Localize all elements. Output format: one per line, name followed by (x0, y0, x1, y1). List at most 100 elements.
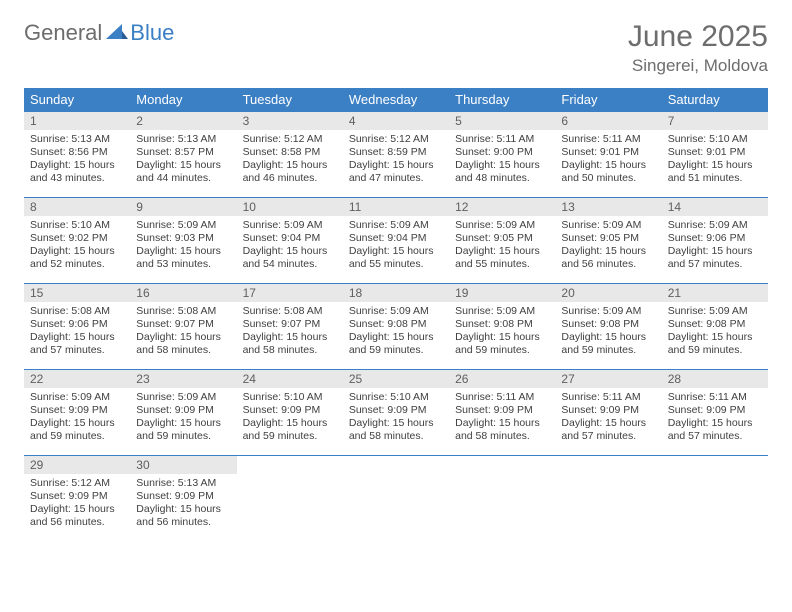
calendar-cell: 5Sunrise: 5:11 AMSunset: 9:00 PMDaylight… (449, 112, 555, 198)
calendar-cell: 23Sunrise: 5:09 AMSunset: 9:09 PMDayligh… (130, 370, 236, 456)
day-details: Sunrise: 5:09 AMSunset: 9:08 PMDaylight:… (555, 302, 661, 362)
day-number: 19 (449, 284, 555, 302)
day-details: Sunrise: 5:13 AMSunset: 8:56 PMDaylight:… (24, 130, 130, 190)
logo: General Blue (24, 20, 174, 46)
day-details: Sunrise: 5:08 AMSunset: 9:06 PMDaylight:… (24, 302, 130, 362)
day-details: Sunrise: 5:09 AMSunset: 9:04 PMDaylight:… (237, 216, 343, 276)
logo-text-blue: Blue (130, 20, 174, 46)
calendar-cell: 21Sunrise: 5:09 AMSunset: 9:08 PMDayligh… (662, 284, 768, 370)
day-number: 7 (662, 112, 768, 130)
calendar-cell: 25Sunrise: 5:10 AMSunset: 9:09 PMDayligh… (343, 370, 449, 456)
weekday-header: Saturday (662, 88, 768, 112)
day-details: Sunrise: 5:10 AMSunset: 9:02 PMDaylight:… (24, 216, 130, 276)
day-details: Sunrise: 5:09 AMSunset: 9:09 PMDaylight:… (130, 388, 236, 448)
calendar-cell: 13Sunrise: 5:09 AMSunset: 9:05 PMDayligh… (555, 198, 661, 284)
calendar-row: 8Sunrise: 5:10 AMSunset: 9:02 PMDaylight… (24, 198, 768, 284)
title-block: June 2025 Singerei, Moldova (628, 20, 768, 76)
calendar-cell: 22Sunrise: 5:09 AMSunset: 9:09 PMDayligh… (24, 370, 130, 456)
day-details: Sunrise: 5:12 AMSunset: 8:59 PMDaylight:… (343, 130, 449, 190)
day-number: 17 (237, 284, 343, 302)
calendar-cell: 12Sunrise: 5:09 AMSunset: 9:05 PMDayligh… (449, 198, 555, 284)
day-number: 15 (24, 284, 130, 302)
calendar-cell: 8Sunrise: 5:10 AMSunset: 9:02 PMDaylight… (24, 198, 130, 284)
calendar-cell: 18Sunrise: 5:09 AMSunset: 9:08 PMDayligh… (343, 284, 449, 370)
day-number: 25 (343, 370, 449, 388)
calendar-cell: 26Sunrise: 5:11 AMSunset: 9:09 PMDayligh… (449, 370, 555, 456)
day-details: Sunrise: 5:13 AMSunset: 9:09 PMDaylight:… (130, 474, 236, 534)
day-number: 14 (662, 198, 768, 216)
logo-text-general: General (24, 20, 102, 46)
day-details: Sunrise: 5:09 AMSunset: 9:08 PMDaylight:… (449, 302, 555, 362)
calendar-cell: 20Sunrise: 5:09 AMSunset: 9:08 PMDayligh… (555, 284, 661, 370)
day-number: 22 (24, 370, 130, 388)
day-number: 28 (662, 370, 768, 388)
day-number: 30 (130, 456, 236, 474)
logo-triangle-icon (106, 24, 128, 42)
day-details: Sunrise: 5:09 AMSunset: 9:09 PMDaylight:… (24, 388, 130, 448)
day-details: Sunrise: 5:11 AMSunset: 9:09 PMDaylight:… (662, 388, 768, 448)
day-number: 24 (237, 370, 343, 388)
weekday-header: Sunday (24, 88, 130, 112)
day-details: Sunrise: 5:12 AMSunset: 9:09 PMDaylight:… (24, 474, 130, 534)
day-details: Sunrise: 5:11 AMSunset: 9:00 PMDaylight:… (449, 130, 555, 190)
day-number: 11 (343, 198, 449, 216)
weekday-header: Monday (130, 88, 236, 112)
calendar-cell: 6Sunrise: 5:11 AMSunset: 9:01 PMDaylight… (555, 112, 661, 198)
calendar-cell: 19Sunrise: 5:09 AMSunset: 9:08 PMDayligh… (449, 284, 555, 370)
day-details: Sunrise: 5:09 AMSunset: 9:06 PMDaylight:… (662, 216, 768, 276)
calendar-table: SundayMondayTuesdayWednesdayThursdayFrid… (24, 88, 768, 542)
day-number: 18 (343, 284, 449, 302)
calendar-cell: 4Sunrise: 5:12 AMSunset: 8:59 PMDaylight… (343, 112, 449, 198)
calendar-cell: 27Sunrise: 5:11 AMSunset: 9:09 PMDayligh… (555, 370, 661, 456)
day-details: Sunrise: 5:11 AMSunset: 9:09 PMDaylight:… (449, 388, 555, 448)
calendar-cell: 28Sunrise: 5:11 AMSunset: 9:09 PMDayligh… (662, 370, 768, 456)
day-number: 26 (449, 370, 555, 388)
calendar-row: 22Sunrise: 5:09 AMSunset: 9:09 PMDayligh… (24, 370, 768, 456)
day-number: 6 (555, 112, 661, 130)
day-details: Sunrise: 5:09 AMSunset: 9:05 PMDaylight:… (555, 216, 661, 276)
day-details: Sunrise: 5:09 AMSunset: 9:08 PMDaylight:… (662, 302, 768, 362)
calendar-cell: 14Sunrise: 5:09 AMSunset: 9:06 PMDayligh… (662, 198, 768, 284)
weekday-header: Tuesday (237, 88, 343, 112)
weekday-header: Friday (555, 88, 661, 112)
weekday-header: Wednesday (343, 88, 449, 112)
calendar-body: 1Sunrise: 5:13 AMSunset: 8:56 PMDaylight… (24, 112, 768, 542)
calendar-row: 29Sunrise: 5:12 AMSunset: 9:09 PMDayligh… (24, 456, 768, 542)
page-header: General Blue June 2025 Singerei, Moldova (24, 20, 768, 76)
calendar-cell: .. (555, 456, 661, 542)
day-number: 8 (24, 198, 130, 216)
day-number: 2 (130, 112, 236, 130)
calendar-cell: .. (662, 456, 768, 542)
day-details: Sunrise: 5:13 AMSunset: 8:57 PMDaylight:… (130, 130, 236, 190)
day-details: Sunrise: 5:10 AMSunset: 9:01 PMDaylight:… (662, 130, 768, 190)
day-number: 4 (343, 112, 449, 130)
weekday-header-row: SundayMondayTuesdayWednesdayThursdayFrid… (24, 88, 768, 112)
calendar-cell: 7Sunrise: 5:10 AMSunset: 9:01 PMDaylight… (662, 112, 768, 198)
day-details: Sunrise: 5:09 AMSunset: 9:04 PMDaylight:… (343, 216, 449, 276)
calendar-cell: 10Sunrise: 5:09 AMSunset: 9:04 PMDayligh… (237, 198, 343, 284)
day-details: Sunrise: 5:12 AMSunset: 8:58 PMDaylight:… (237, 130, 343, 190)
calendar-cell: 2Sunrise: 5:13 AMSunset: 8:57 PMDaylight… (130, 112, 236, 198)
calendar-cell: 11Sunrise: 5:09 AMSunset: 9:04 PMDayligh… (343, 198, 449, 284)
day-details: Sunrise: 5:08 AMSunset: 9:07 PMDaylight:… (130, 302, 236, 362)
calendar-row: 15Sunrise: 5:08 AMSunset: 9:06 PMDayligh… (24, 284, 768, 370)
month-title: June 2025 (628, 20, 768, 54)
calendar-cell: .. (237, 456, 343, 542)
calendar-cell: 1Sunrise: 5:13 AMSunset: 8:56 PMDaylight… (24, 112, 130, 198)
calendar-cell: 29Sunrise: 5:12 AMSunset: 9:09 PMDayligh… (24, 456, 130, 542)
day-number: 3 (237, 112, 343, 130)
day-number: 9 (130, 198, 236, 216)
calendar-cell: 16Sunrise: 5:08 AMSunset: 9:07 PMDayligh… (130, 284, 236, 370)
calendar-cell: 9Sunrise: 5:09 AMSunset: 9:03 PMDaylight… (130, 198, 236, 284)
day-number: 13 (555, 198, 661, 216)
day-number: 27 (555, 370, 661, 388)
day-details: Sunrise: 5:08 AMSunset: 9:07 PMDaylight:… (237, 302, 343, 362)
weekday-header: Thursday (449, 88, 555, 112)
day-details: Sunrise: 5:10 AMSunset: 9:09 PMDaylight:… (343, 388, 449, 448)
day-details: Sunrise: 5:09 AMSunset: 9:03 PMDaylight:… (130, 216, 236, 276)
calendar-row: 1Sunrise: 5:13 AMSunset: 8:56 PMDaylight… (24, 112, 768, 198)
day-number: 12 (449, 198, 555, 216)
day-number: 16 (130, 284, 236, 302)
day-details: Sunrise: 5:11 AMSunset: 9:09 PMDaylight:… (555, 388, 661, 448)
day-number: 20 (555, 284, 661, 302)
